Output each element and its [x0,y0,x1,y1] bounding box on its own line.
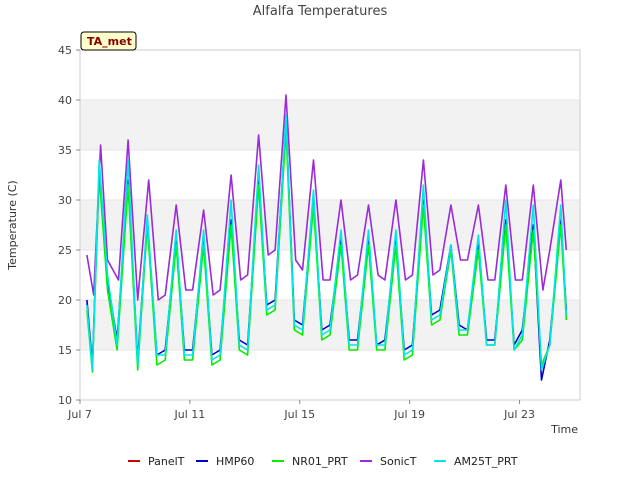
badge-box [80,31,137,51]
y-tick-label: 15 [58,344,72,357]
legend-item-am25t-prt: AM25T_PRT [434,455,518,468]
y-tick-label: 25 [58,244,72,257]
y-tick-label: 30 [58,194,72,207]
legend-label: HMP60 [216,455,254,468]
x-tick-label: Jul 19 [393,408,425,421]
y-tick-label: 40 [58,94,72,107]
y-axis-ticks: 10 15 20 25 30 35 40 45 [58,44,80,407]
x-tick-label: Jul 15 [283,408,315,421]
legend-item-hmp60: HMP60 [196,455,254,468]
legend: PanelT HMP60 NR01_PRT SonicT AM25T_PRT [128,455,518,468]
series-lines [86,94,568,381]
legend-item-sonict: SonicT [360,455,417,468]
y-tick-label: 20 [58,294,72,307]
legend-item-nr01-prt: NR01_PRT [272,455,348,468]
plot-frame [79,49,581,401]
series-line-am25t-prt [86,114,568,371]
chart-title: Alfalfa Temperatures [253,4,388,19]
grid-band [80,200,580,250]
badge-label: TA_met [87,35,132,48]
legend-item-panelt: PanelT [128,455,185,468]
y-tick-label: 10 [58,394,72,407]
x-tick-label: Jul 7 [67,408,92,421]
x-tick-label: Jul 23 [503,408,535,421]
series-line-sonict [86,94,568,301]
grid-band [80,100,580,150]
y-axis-label: Temperature (C) [6,180,19,270]
x-tick-label: Jul 11 [174,408,206,421]
legend-label: NR01_PRT [292,455,348,468]
y-tick-label: 35 [58,144,72,157]
x-axis-ticks: Jul 7 Jul 11 Jul 15 Jul 19 Jul 23 [67,400,535,421]
series-line-hmp60 [86,119,568,381]
ta-met-badge: TA_met [80,31,137,51]
legend-label: SonicT [380,455,417,468]
legend-label: AM25T_PRT [454,455,518,468]
legend-label: PanelT [148,455,185,468]
y-tick-label: 45 [58,44,72,57]
x-axis-label: Time [550,423,578,436]
